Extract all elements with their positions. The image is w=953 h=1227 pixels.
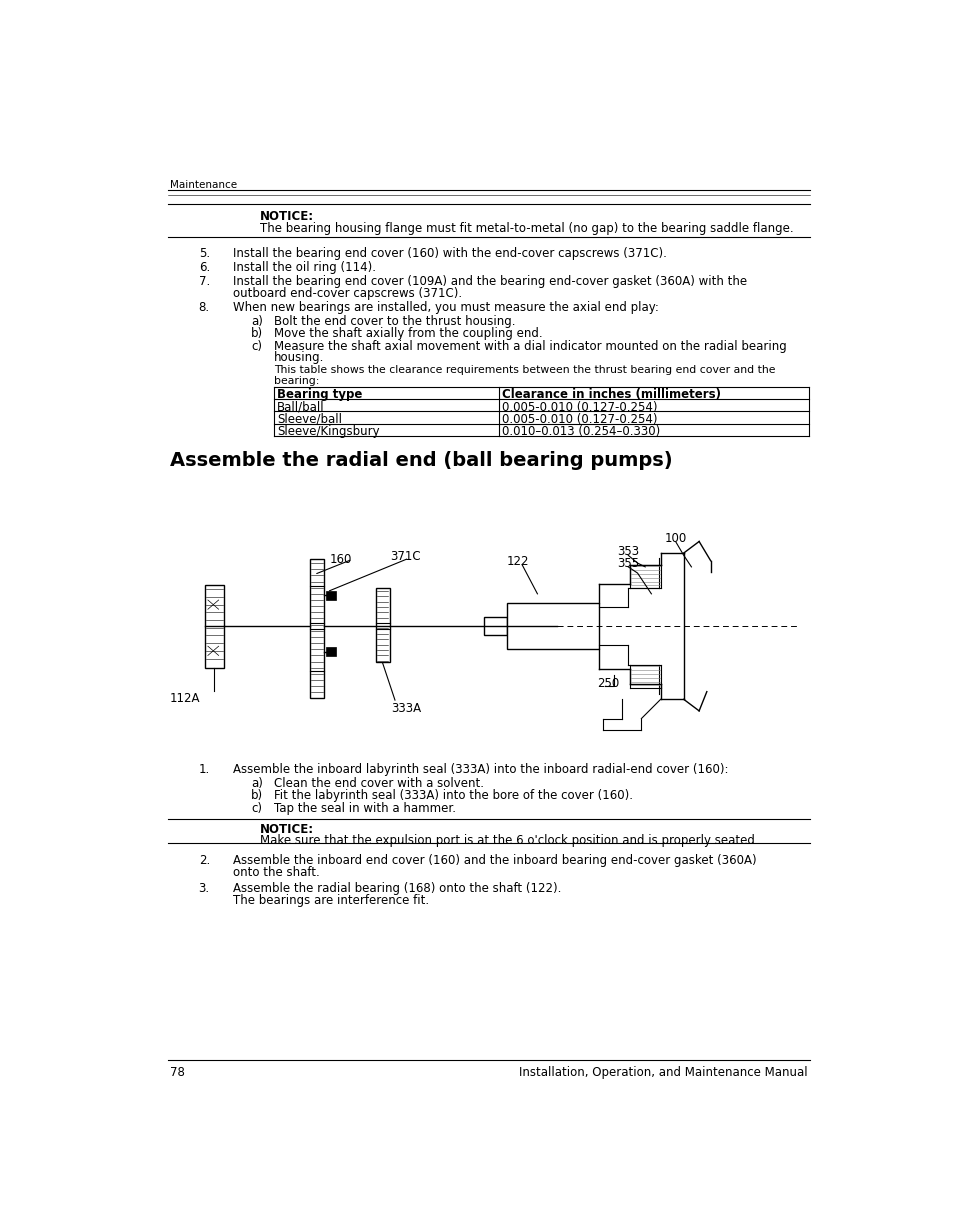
Text: 160: 160 [329,553,352,566]
Text: Move the shaft axially from the coupling end.: Move the shaft axially from the coupling… [274,328,542,340]
Bar [310,560,324,698]
Text: Tap the seal in with a hammer.: Tap the seal in with a hammer. [274,801,456,815]
Text: outboard end-cover capscrews (371C).: outboard end-cover capscrews (371C). [233,287,462,299]
Text: 78: 78 [170,1066,185,1079]
Text: 1.: 1. [198,763,210,777]
Text: 112A: 112A [170,692,200,706]
Text: 333A: 333A [391,702,421,714]
Text: housing.: housing. [274,351,324,364]
Text: Assemble the inboard labyrinth seal (333A) into the inboard radial-end cover (16: Assemble the inboard labyrinth seal (333… [233,763,728,777]
Text: 100: 100 [664,533,686,545]
Text: Assemble the radial bearing (168) onto the shaft (122).: Assemble the radial bearing (168) onto t… [233,882,561,894]
Text: Make sure that the expulsion port is at the 6 o'clock position and is properly s: Make sure that the expulsion port is at … [260,834,758,847]
Bar [325,590,336,600]
Text: 8.: 8. [198,302,210,314]
Text: 353: 353 [616,545,639,558]
Text: Bearing type: Bearing type [277,388,362,401]
Text: Assemble the inboard end cover (160) and the inboard bearing end-cover gasket (3: Assemble the inboard end cover (160) and… [233,854,756,867]
Text: Maintenance: Maintenance [170,179,237,190]
Text: Clearance in inches (millimeters): Clearance in inches (millimeters) [501,388,720,401]
Text: 2.: 2. [198,854,210,867]
Text: Install the bearing end cover (160) with the end-cover capscrews (371C).: Install the bearing end cover (160) with… [233,248,666,260]
Text: Bolt the end cover to the thrust housing.: Bolt the end cover to the thrust housing… [274,315,515,328]
Text: NOTICE:: NOTICE: [260,210,314,223]
Text: Measure the shaft axial movement with a dial indicator mounted on the radial bea: Measure the shaft axial movement with a … [274,340,786,352]
Text: Assemble the radial end (ball bearing pumps): Assemble the radial end (ball bearing pu… [170,452,672,470]
Text: When new bearings are installed, you must measure the axial end play:: When new bearings are installed, you mus… [233,302,659,314]
Text: 0.010–0.013 (0.254–0.330): 0.010–0.013 (0.254–0.330) [501,426,659,438]
Text: Installation, Operation, and Maintenance Manual: Installation, Operation, and Maintenance… [518,1066,807,1079]
Text: Clean the end cover with a solvent.: Clean the end cover with a solvent. [274,777,483,790]
Bar [205,584,224,667]
Text: 0.005-0.010 (0.127-0.254): 0.005-0.010 (0.127-0.254) [501,413,657,426]
Text: The bearing housing flange must fit metal-to-metal (no gap) to the bearing saddl: The bearing housing flange must fit meta… [260,222,793,234]
Text: 250: 250 [597,677,619,690]
Bar [506,604,598,649]
Text: a): a) [251,777,263,790]
Bar [375,588,389,661]
Text: bearing:: bearing: [274,375,319,387]
Bar [483,617,506,636]
Text: b): b) [251,328,263,340]
Text: Install the bearing end cover (109A) and the bearing end-cover gasket (360A) wit: Install the bearing end cover (109A) and… [233,275,746,288]
Text: c): c) [251,801,262,815]
Text: 3.: 3. [198,882,210,894]
Text: 371C: 371C [390,550,420,563]
Text: This table shows the clearance requirements between the thrust bearing end cover: This table shows the clearance requireme… [274,366,775,375]
Text: NOTICE:: NOTICE: [260,822,314,836]
Text: Fit the labyrinth seal (333A) into the bore of the cover (160).: Fit the labyrinth seal (333A) into the b… [274,789,633,802]
Text: The bearings are interference fit.: The bearings are interference fit. [233,894,429,907]
Text: Ball/ball: Ball/ball [277,400,324,413]
Text: c): c) [251,340,262,352]
Text: 6.: 6. [198,261,210,274]
Text: Sleeve/ball: Sleeve/ball [277,413,342,426]
Text: onto the shaft.: onto the shaft. [233,866,319,880]
Text: 5.: 5. [198,248,210,260]
Text: 0.005-0.010 (0.127-0.254): 0.005-0.010 (0.127-0.254) [501,400,657,413]
Text: 122: 122 [506,556,529,568]
Bar [325,647,336,656]
Text: Sleeve/Kingsbury: Sleeve/Kingsbury [277,426,379,438]
Text: Install the oil ring (114).: Install the oil ring (114). [233,261,375,274]
Text: 7.: 7. [198,275,210,288]
Text: 355: 355 [616,557,639,569]
Text: a): a) [251,315,263,328]
Text: b): b) [251,789,263,802]
